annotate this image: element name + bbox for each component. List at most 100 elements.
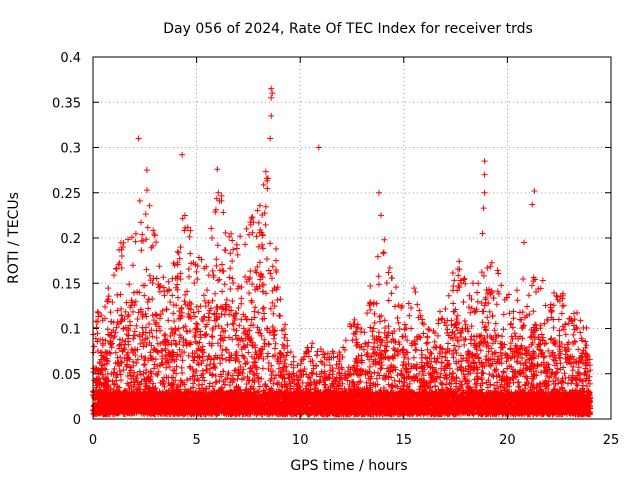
data-point	[215, 322, 222, 329]
data-point	[105, 331, 112, 338]
data-point	[533, 322, 540, 329]
data-point	[412, 289, 419, 296]
data-point	[456, 343, 463, 350]
data-point	[218, 192, 225, 199]
data-point	[227, 250, 234, 257]
data-point	[200, 292, 207, 299]
data-point	[555, 316, 562, 323]
data-point	[238, 316, 245, 323]
data-point	[489, 313, 496, 320]
data-point	[423, 340, 430, 347]
data-point	[551, 289, 558, 296]
data-point	[486, 308, 493, 315]
data-point	[179, 215, 186, 222]
data-point	[569, 353, 576, 360]
data-point	[179, 369, 186, 376]
data-point	[427, 384, 434, 391]
data-point	[235, 341, 242, 348]
data-point	[174, 248, 181, 255]
data-point	[118, 312, 125, 319]
data-point	[184, 376, 191, 383]
data-point	[507, 345, 514, 352]
data-point	[110, 272, 117, 279]
data-point	[260, 181, 267, 188]
data-point	[271, 345, 278, 352]
data-points	[90, 85, 594, 418]
data-point	[230, 326, 237, 333]
data-point	[438, 359, 445, 366]
data-point	[105, 298, 112, 305]
data-point	[413, 346, 420, 353]
data-point	[480, 272, 487, 279]
data-point	[475, 280, 482, 287]
data-point	[391, 377, 398, 384]
data-point	[116, 259, 123, 266]
data-point	[146, 320, 153, 327]
data-point	[389, 336, 396, 343]
data-point	[380, 249, 387, 256]
data-point	[506, 310, 513, 317]
data-point	[468, 296, 475, 303]
data-point	[213, 262, 220, 269]
data-point	[182, 291, 189, 298]
data-point	[455, 282, 462, 289]
data-point	[193, 367, 200, 374]
data-point	[446, 365, 453, 372]
data-point	[508, 333, 515, 340]
data-point	[102, 303, 109, 310]
data-point	[126, 318, 133, 325]
data-point	[214, 340, 221, 347]
data-point	[150, 227, 157, 234]
data-point	[468, 323, 475, 330]
data-point	[449, 335, 456, 342]
data-point	[416, 307, 423, 314]
data-point	[528, 282, 535, 289]
data-point	[269, 368, 276, 375]
data-point	[124, 351, 131, 358]
data-point	[155, 323, 162, 330]
data-point	[111, 380, 118, 387]
data-point	[350, 378, 357, 385]
data-point	[465, 328, 472, 335]
data-point	[370, 360, 377, 367]
data-point	[111, 365, 118, 372]
data-point	[185, 273, 192, 280]
data-point	[118, 252, 125, 259]
data-point	[389, 275, 396, 282]
data-point	[545, 347, 552, 354]
data-point	[544, 317, 551, 324]
data-point	[178, 364, 185, 371]
data-point	[460, 299, 467, 306]
data-point	[434, 332, 441, 339]
data-point	[356, 344, 363, 351]
data-point	[234, 375, 241, 382]
data-point	[186, 340, 192, 347]
data-point	[262, 168, 269, 175]
data-point	[424, 346, 431, 353]
data-point	[282, 356, 289, 363]
data-point	[193, 303, 200, 310]
data-point	[132, 238, 139, 245]
data-point	[240, 353, 247, 360]
data-point	[353, 339, 360, 346]
data-point	[279, 341, 286, 348]
data-point	[128, 234, 135, 241]
data-point	[333, 361, 340, 368]
data-point	[191, 313, 198, 320]
data-point	[227, 286, 234, 293]
data-point	[477, 333, 484, 340]
data-point	[183, 328, 190, 335]
data-point	[139, 231, 146, 238]
data-point	[276, 312, 283, 319]
data-point	[535, 353, 542, 360]
data-point	[240, 366, 247, 373]
data-point	[436, 308, 443, 315]
data-point	[479, 363, 486, 370]
data-point	[418, 354, 425, 361]
data-point	[404, 337, 411, 344]
data-point	[486, 370, 493, 377]
data-point	[467, 340, 474, 347]
data-point	[477, 347, 484, 354]
data-point	[342, 337, 349, 344]
data-point	[226, 274, 233, 281]
